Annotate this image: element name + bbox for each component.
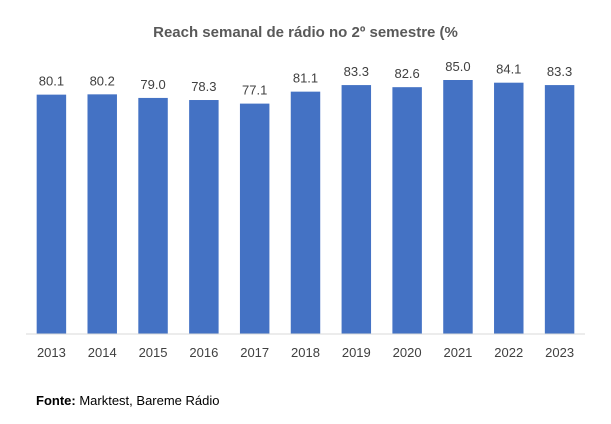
x-tick-label-2018: 2018 — [291, 345, 320, 360]
x-tick-label-2017: 2017 — [240, 345, 269, 360]
value-label-2013: 80.1 — [39, 74, 64, 89]
source-prefix: Fonte: — [36, 393, 76, 408]
bar-2022 — [494, 82, 524, 334]
source-text: Marktest, Bareme Rádio — [75, 393, 220, 408]
value-label-2019: 83.3 — [344, 64, 369, 79]
value-label-2018: 81.1 — [293, 71, 318, 86]
x-tick-label-2019: 2019 — [342, 345, 371, 360]
bar-2017 — [239, 103, 270, 334]
bar-2019 — [341, 85, 372, 334]
x-tick-label-2023: 2023 — [545, 345, 574, 360]
value-label-2017: 77.1 — [242, 83, 267, 98]
bar-2016 — [189, 100, 219, 335]
value-label-2014: 80.2 — [90, 73, 115, 88]
x-tick-label-2016: 2016 — [189, 345, 218, 360]
bar-2013 — [36, 94, 67, 334]
x-tick-label-2014: 2014 — [88, 345, 117, 360]
bar-2015 — [138, 97, 168, 335]
value-label-2015: 79.0 — [140, 77, 165, 92]
bar-2020 — [392, 87, 422, 334]
x-tick-label-2015: 2015 — [139, 345, 168, 360]
source-note: Fonte: Marktest, Bareme Rádio — [36, 393, 220, 408]
value-label-2022: 84.1 — [496, 62, 521, 77]
chart-title: Reach semanal de rádio no 2º semestre (% — [153, 24, 458, 41]
bar-2021 — [443, 80, 473, 334]
value-label-2020: 82.6 — [394, 66, 419, 81]
bar-2023 — [544, 85, 575, 334]
bars-group — [36, 80, 575, 335]
bar-2018 — [290, 91, 321, 335]
x-tick-label-2020: 2020 — [393, 345, 422, 360]
x-tick-label-2022: 2022 — [494, 345, 523, 360]
x-tick-label-2013: 2013 — [37, 345, 66, 360]
bar-2014 — [87, 94, 117, 334]
value-label-2016: 78.3 — [191, 79, 216, 94]
value-label-2023: 83.3 — [547, 64, 572, 79]
value-label-2021: 85.0 — [445, 59, 470, 74]
x-tick-labels-group: 2013 2014 2015 2016 2017 2018 2019 2020 2021 2022… — [37, 345, 574, 360]
value-labels-group: 80.1 80.2 79.0 78.3 77.1 81.1 83.3 82.6 85.0 84.1… — [39, 59, 572, 98]
x-tick-label-2021: 2021 — [443, 345, 472, 360]
